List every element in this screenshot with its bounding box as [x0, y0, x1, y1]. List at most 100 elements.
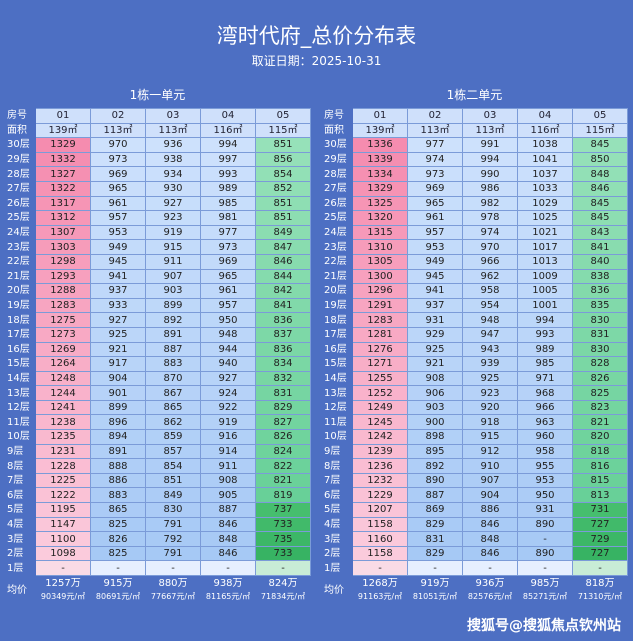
price-cell: 954	[462, 297, 518, 314]
average-unit-price: 82576元/㎡	[467, 592, 513, 601]
price-cell: 1336	[352, 137, 408, 153]
price-cell: 1249	[352, 399, 408, 416]
floor-label: 25层	[5, 210, 36, 226]
price-cell: 733	[255, 516, 311, 533]
price-cell: 845	[572, 210, 628, 226]
price-cell: 966	[462, 253, 518, 270]
price-cell: 731	[572, 502, 628, 518]
price-cell: 825	[90, 516, 146, 533]
price-cell: 888	[90, 458, 146, 474]
floor-row: 30层 1329 970 936 994 851	[5, 137, 311, 153]
price-cell: 903	[145, 283, 201, 299]
price-cell: 848	[572, 166, 628, 182]
header-cell: 05	[255, 108, 311, 124]
price-cell: 950	[200, 312, 256, 328]
floor-label: 17层	[322, 326, 353, 343]
price-cell: 1305	[352, 253, 408, 270]
floor-row: 8层 1236 892 910 955 816	[322, 458, 628, 474]
average-unit-price: 80691元/㎡	[95, 592, 141, 601]
floor-row: 10层 1235 894 859 916 826	[5, 429, 311, 445]
floor-row: 15层 1271 921 939 985 828	[322, 356, 628, 372]
price-cell: 865	[90, 502, 146, 518]
floor-row: 30层 1336 977 991 1038 845	[322, 137, 628, 153]
average-total: 985万	[530, 578, 560, 589]
price-cell: 887	[407, 487, 463, 504]
price-cell: 923	[145, 210, 201, 226]
price-cell: 851	[255, 137, 311, 153]
price-cell: 977	[200, 224, 256, 241]
floor-label: 4层	[5, 516, 36, 533]
price-cell: 890	[407, 472, 463, 489]
section-title: 1栋一单元	[129, 88, 186, 102]
header-cell: 139㎡	[35, 122, 91, 139]
price-cell: 993	[517, 326, 573, 343]
floor-label: 26层	[5, 195, 36, 212]
price-cell: 981	[200, 210, 256, 226]
price-cell: 1264	[35, 356, 91, 372]
floor-row: 21层 1293 941 907 965 844	[5, 268, 311, 285]
watermark: 搜狐号@搜狐焦点钦州站	[467, 618, 621, 634]
price-cell: 826	[90, 531, 146, 547]
price-cell: 994	[200, 137, 256, 153]
price-cell: 1312	[35, 210, 91, 226]
price-cell: 1009	[517, 268, 573, 285]
price-cell: 958	[517, 443, 573, 460]
average-label: 均价	[322, 575, 353, 605]
price-cell: 892	[145, 312, 201, 328]
price-cell: 851	[255, 210, 311, 226]
price-cell: 923	[462, 385, 518, 401]
floor-row: 6层 1229 887 904 950 813	[322, 487, 628, 504]
header-cell: 04	[517, 108, 573, 124]
price-cell: 1017	[517, 239, 573, 255]
price-table: 房号 01 02 03 04 05 面积 139㎡ 113㎡ 113㎡ 116㎡ 115㎡ 30层 132…	[5, 108, 311, 605]
price-cell: 827	[255, 414, 311, 431]
price-cell: 937	[407, 297, 463, 314]
floor-label: 14层	[5, 370, 36, 387]
floor-row: 13层 1252 906 923 968 825	[322, 385, 628, 401]
price-cell: 1033	[517, 180, 573, 197]
price-cell: 883	[90, 487, 146, 504]
price-cell: 953	[407, 239, 463, 255]
price-cell: 1317	[35, 195, 91, 212]
price-cell: 848	[462, 531, 518, 547]
price-cell: 927	[90, 312, 146, 328]
price-cell: 826	[572, 370, 628, 387]
price-cell: 922	[200, 399, 256, 416]
floor-label: 23层	[322, 239, 353, 255]
header-cell: 03	[462, 108, 518, 124]
floor-row: 5层 1195 865 830 887 737	[5, 502, 311, 518]
price-cell: 969	[407, 180, 463, 197]
price-cell: 938	[145, 151, 201, 168]
price-cell: 968	[517, 385, 573, 401]
floor-label: 12层	[5, 399, 36, 416]
price-cell: -	[517, 560, 573, 576]
price-cell: 883	[145, 356, 201, 372]
price-cell: 941	[90, 268, 146, 285]
price-cell: 834	[255, 356, 311, 372]
floor-label: 26层	[322, 195, 353, 212]
price-cell: 841	[255, 297, 311, 314]
price-cell: 1322	[35, 180, 91, 197]
floor-row: 28层 1327 969 934 993 854	[5, 166, 311, 182]
price-cell: -	[90, 560, 146, 576]
price-cell: 838	[572, 268, 628, 285]
price-cell: 842	[255, 283, 311, 299]
price-cell: 904	[90, 370, 146, 387]
price-cell: 908	[200, 472, 256, 489]
average-row: 均价 1268万 91163元/㎡ 919万 81051元/㎡ 936万 82576元/㎡ 9…	[322, 575, 628, 605]
price-cell: 949	[407, 253, 463, 270]
price-cell: 911	[145, 253, 201, 270]
floor-row: 20层 1296 941 958 1005 836	[322, 283, 628, 299]
floor-row: 2层 1098 825 791 846 733	[5, 545, 311, 562]
price-cell: 831	[572, 326, 628, 343]
price-cell: 1038	[517, 137, 573, 153]
header-cell: 116㎡	[200, 122, 256, 139]
price-cell: 916	[200, 429, 256, 445]
price-cell: 727	[572, 545, 628, 562]
price-cell: 949	[90, 239, 146, 255]
price-cell: 937	[90, 283, 146, 299]
price-cell: 960	[517, 429, 573, 445]
price-cell: 791	[145, 516, 201, 533]
price-cell: 815	[572, 472, 628, 489]
price-cell: 1339	[352, 151, 408, 168]
